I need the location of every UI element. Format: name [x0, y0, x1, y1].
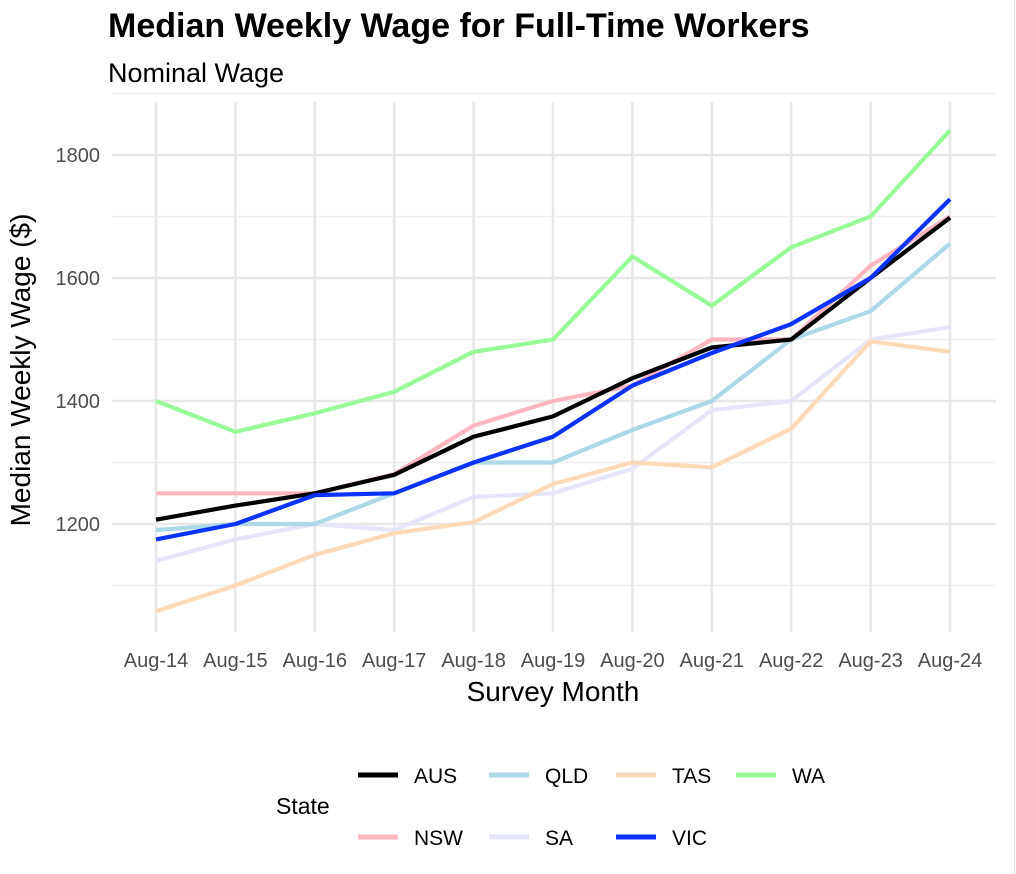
x-tick-label: Aug-23: [838, 650, 903, 672]
series-line-wa: [155, 128, 952, 434]
series-line-qld: [155, 242, 952, 533]
chart-title: Median Weekly Wage for Full-Time Workers: [108, 7, 810, 45]
series-line-aus: [155, 216, 952, 522]
x-tick-label: Aug-21: [680, 650, 745, 672]
x-tick-label: Aug-22: [759, 650, 824, 672]
x-tick-label: Aug-17: [362, 650, 427, 672]
legend: State AUS NSW QLD SA TAS VIC WA: [276, 765, 825, 850]
series-line-vic: [155, 197, 952, 542]
series-line-sa: [155, 325, 951, 563]
legend-title: State: [276, 793, 330, 819]
x-tick-label: Aug-16: [283, 650, 348, 672]
x-axis-label: Survey Month: [467, 676, 640, 707]
chart-subtitle: Nominal Wage: [108, 58, 284, 88]
grid-major: [112, 102, 996, 632]
x-tick-label: Aug-15: [203, 650, 268, 672]
legend-label-tas: TAS: [672, 765, 711, 788]
right-edge-divider: [1014, 0, 1015, 874]
y-tick-label: 1600: [56, 268, 101, 290]
legend-label-nsw: NSW: [414, 827, 463, 850]
legend-label-wa: WA: [792, 765, 825, 788]
x-tick-label: Aug-20: [600, 650, 665, 672]
x-tick-label: Aug-18: [441, 650, 506, 672]
x-axis-ticks: Aug-14 Aug-15 Aug-16 Aug-17 Aug-18 Aug-19 Aug-…: [124, 650, 983, 672]
series-lines: [155, 128, 952, 614]
y-axis-ticks: 1200 1400 1600 1800: [56, 145, 101, 536]
series-line-nsw: [156, 214, 952, 496]
legend-label-aus: AUS: [414, 765, 457, 788]
y-tick-label: 1400: [56, 391, 101, 413]
y-tick-label: 1800: [56, 145, 101, 167]
legend-label-vic: VIC: [672, 827, 707, 850]
legend-label-qld: QLD: [545, 765, 588, 788]
x-tick-label: Aug-24: [918, 650, 983, 672]
y-axis-label: Median Weekly Wage ($): [5, 214, 36, 527]
x-tick-label: Aug-14: [124, 650, 189, 672]
legend-label-sa: SA: [545, 827, 573, 850]
series-line-tas: [155, 339, 951, 614]
y-tick-label: 1200: [56, 514, 101, 536]
x-tick-label: Aug-19: [521, 650, 586, 672]
